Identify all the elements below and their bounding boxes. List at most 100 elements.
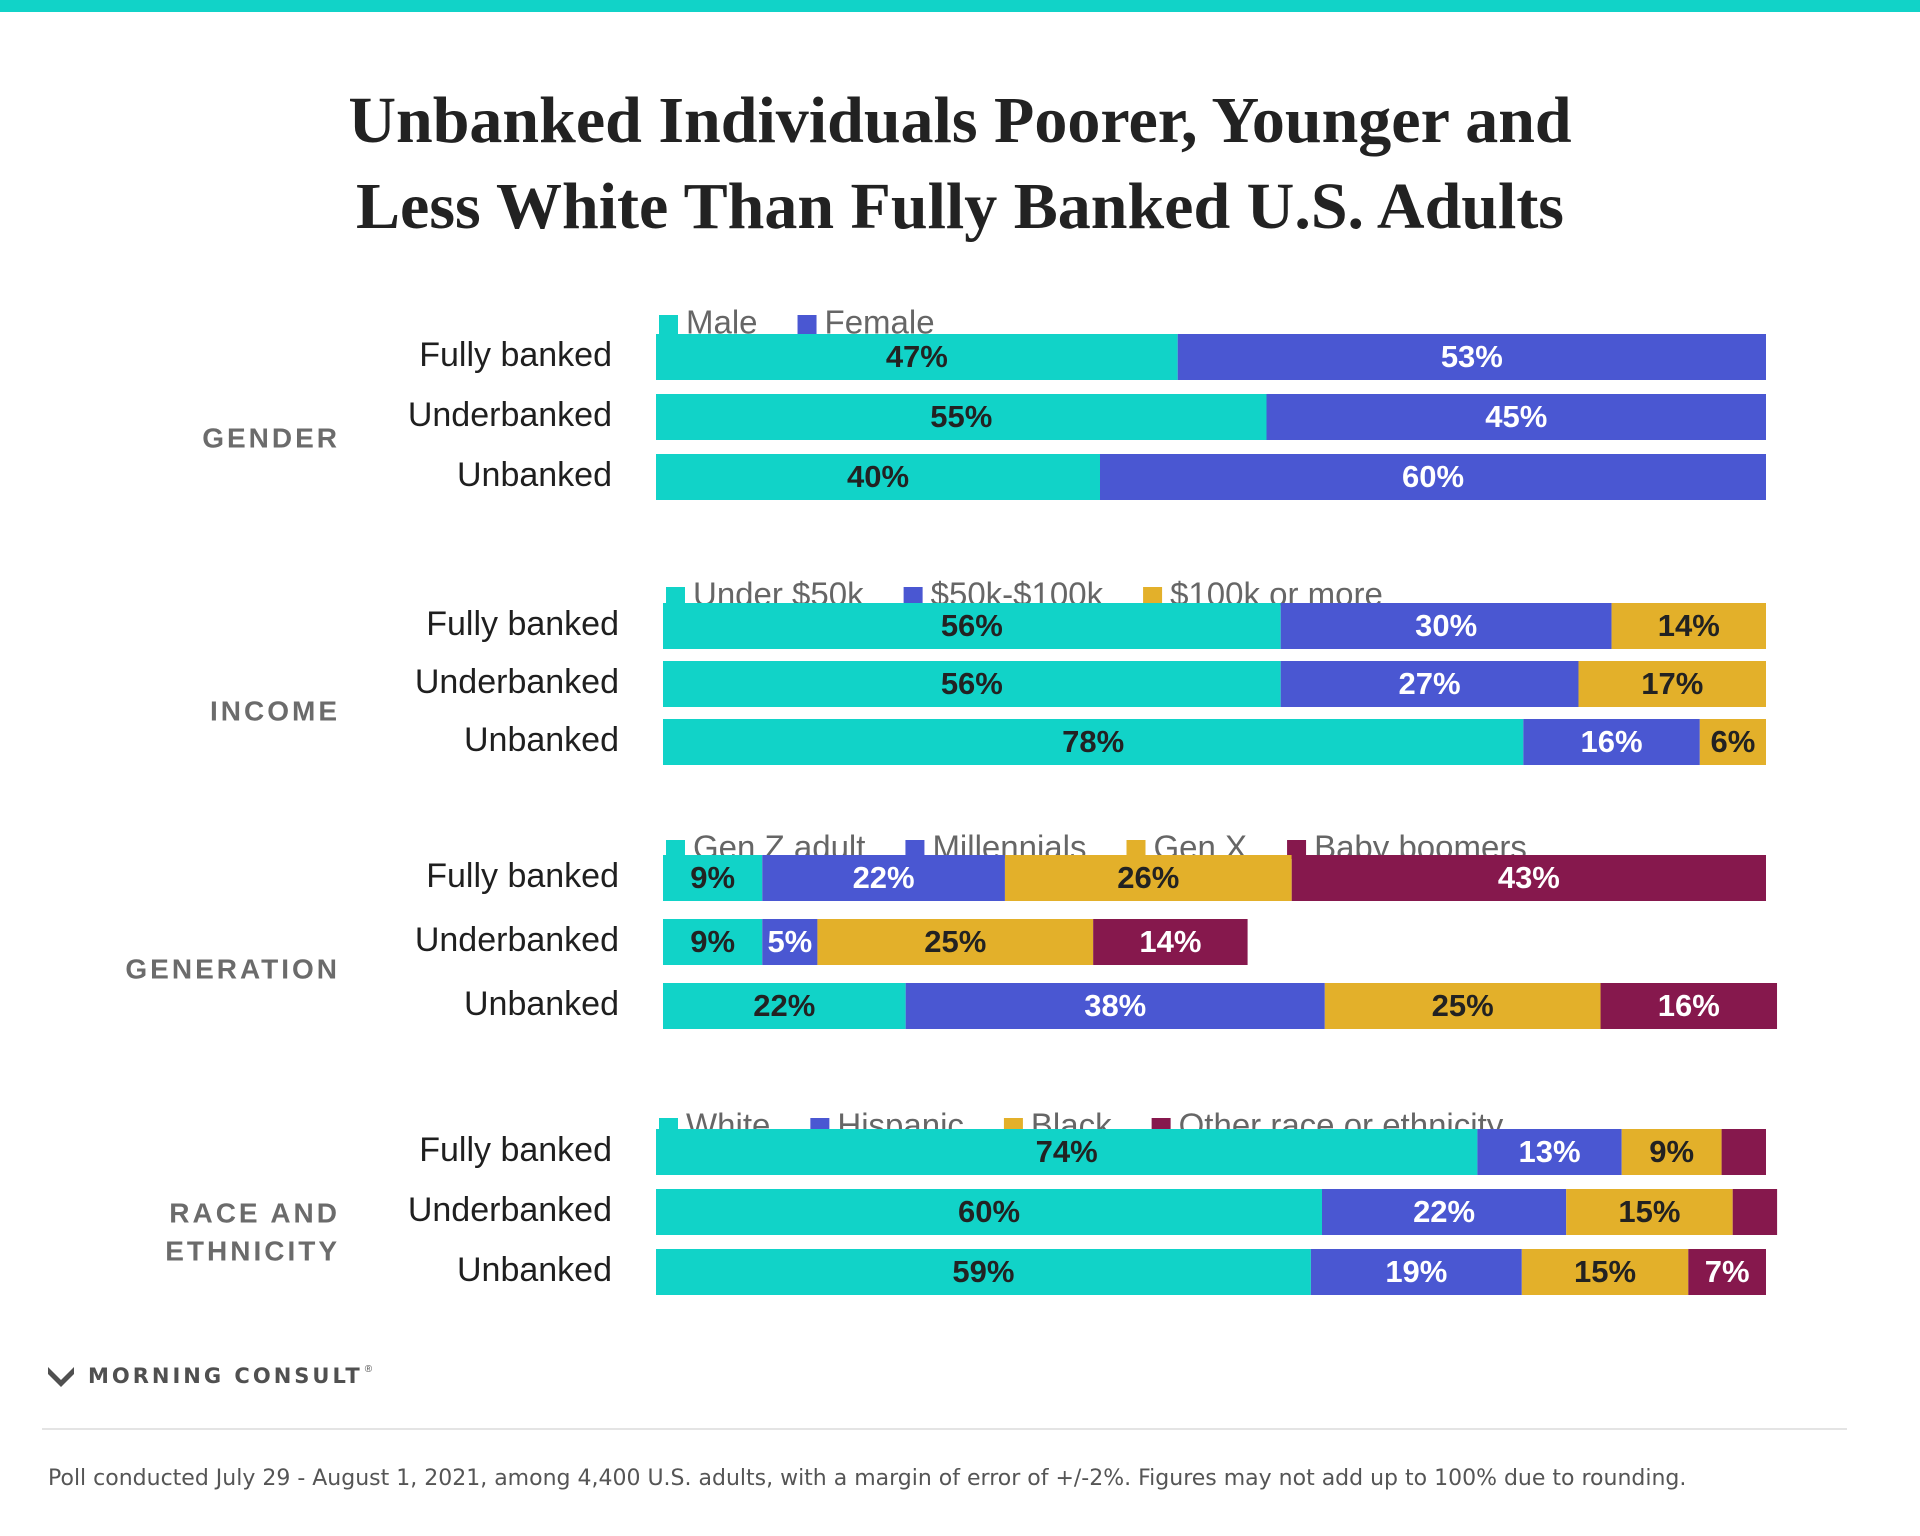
category-label: Underbanked: [408, 396, 612, 434]
bar-segment: [1177, 334, 1766, 380]
data-label: 17%: [1641, 666, 1703, 701]
legend-swatch: [903, 587, 923, 606]
bar-segment: [1093, 919, 1248, 965]
bar-segment: [1621, 1129, 1722, 1175]
category-label: Fully banked: [419, 336, 612, 374]
data-label: 9%: [1649, 1134, 1694, 1169]
data-label: 22%: [753, 988, 815, 1023]
category-label: Underbanked: [408, 1191, 612, 1229]
bar-segment: [1477, 1129, 1622, 1175]
bar-segment: [1291, 855, 1766, 901]
category-label: Underbanked: [415, 663, 619, 701]
data-label: 60%: [1402, 459, 1464, 494]
data-label: 40%: [847, 459, 909, 494]
data-label: 53%: [1441, 339, 1503, 374]
bar-segment: [656, 394, 1267, 440]
morning-consult-logo-icon: [48, 1367, 74, 1387]
bar-segment: [656, 1189, 1322, 1235]
bar-segment: [663, 661, 1281, 707]
data-label: 25%: [924, 924, 986, 959]
footer-divider: [42, 1428, 1847, 1430]
bar-segment: [1280, 603, 1612, 649]
legend-swatch: [905, 840, 925, 859]
group-label: RACE AND: [169, 1197, 340, 1228]
brand-registered-mark: ®: [364, 1364, 373, 1375]
data-label: 60%: [958, 1194, 1020, 1229]
bar-segment: [1310, 1249, 1522, 1295]
legend-swatch: [666, 840, 685, 859]
data-label: 6%: [1711, 724, 1756, 759]
footnote: Poll conducted July 29 - August 1, 2021,…: [48, 1466, 1687, 1491]
bar-segment: [1523, 719, 1700, 765]
bar-segment: [663, 719, 1524, 765]
category-label: Fully banked: [426, 857, 619, 895]
legend-swatch: [797, 315, 817, 334]
bar-segment: [1324, 983, 1601, 1029]
title-line-1: Unbanked Individuals Poorer, Younger and: [348, 84, 1572, 157]
data-label: 56%: [941, 608, 1003, 643]
data-label: 38%: [1084, 988, 1146, 1023]
bar-segment: [1004, 855, 1292, 901]
bar-segment: [663, 855, 763, 901]
bar-segment: [1721, 1129, 1766, 1175]
data-label: 26%: [1117, 860, 1179, 895]
data-label: 27%: [1399, 666, 1461, 701]
title-line-2: Less White Than Fully Banked U.S. Adults: [356, 170, 1564, 243]
bar-segment: [1566, 1189, 1733, 1235]
bar-segment: [1578, 661, 1766, 707]
bar-segment: [1521, 1249, 1689, 1295]
bar-segment: [1732, 1189, 1778, 1235]
bar-segment: [1280, 661, 1579, 707]
data-label: 30%: [1415, 608, 1477, 643]
data-label: 9%: [690, 924, 735, 959]
data-label: 74%: [1036, 1134, 1098, 1169]
data-label: 13%: [1519, 1134, 1581, 1169]
bar-segment: [1611, 603, 1766, 649]
bar-segment: [656, 334, 1178, 380]
bar-segment: [1600, 983, 1778, 1029]
data-label: 9%: [690, 860, 735, 895]
bar-segment: [762, 919, 818, 965]
legend-swatch: [1287, 840, 1307, 859]
bar-segment: [663, 983, 906, 1029]
data-label: 19%: [1385, 1254, 1447, 1289]
bar-segment: [817, 919, 1094, 965]
bar-segment: [656, 1249, 1311, 1295]
bar-segment: [1322, 1189, 1567, 1235]
legend-swatch: [666, 587, 685, 606]
data-label: 16%: [1658, 988, 1720, 1023]
top-accent-bar: [0, 0, 1920, 12]
data-label: 15%: [1618, 1194, 1680, 1229]
legend-swatch: [659, 315, 678, 334]
data-label: 16%: [1581, 724, 1643, 759]
group-label: GENERATION: [125, 953, 340, 984]
category-label: Unbanked: [464, 985, 619, 1023]
bar-segment: [1266, 394, 1766, 440]
brand-name: MORNING CONSULT: [88, 1364, 363, 1388]
category-label: Unbanked: [457, 456, 612, 494]
data-label: 25%: [1432, 988, 1494, 1023]
bar-segment: [663, 603, 1281, 649]
bar-segment: [762, 855, 1005, 901]
category-label: Underbanked: [415, 921, 619, 959]
data-label: 14%: [1658, 608, 1720, 643]
group-label: GENDER: [202, 422, 340, 453]
bar-segment: [656, 1129, 1478, 1175]
bar-segment: [663, 919, 763, 965]
brand-logo: MORNING CONSULT ®: [46, 1364, 372, 1388]
legend-swatch: [1126, 840, 1146, 859]
data-label: 43%: [1498, 860, 1560, 895]
category-label: Unbanked: [464, 721, 619, 759]
group-label: ETHNICITY: [165, 1235, 340, 1266]
group-label: INCOME: [210, 695, 340, 726]
data-label: 55%: [930, 399, 992, 434]
bar-segment: [1100, 454, 1766, 500]
data-label: 5%: [767, 924, 812, 959]
legend-swatch: [1143, 587, 1163, 606]
data-label: 22%: [1413, 1194, 1475, 1229]
chart-title: Unbanked Individuals Poorer, Younger and…: [0, 78, 1920, 250]
category-label: Fully banked: [419, 1131, 612, 1169]
